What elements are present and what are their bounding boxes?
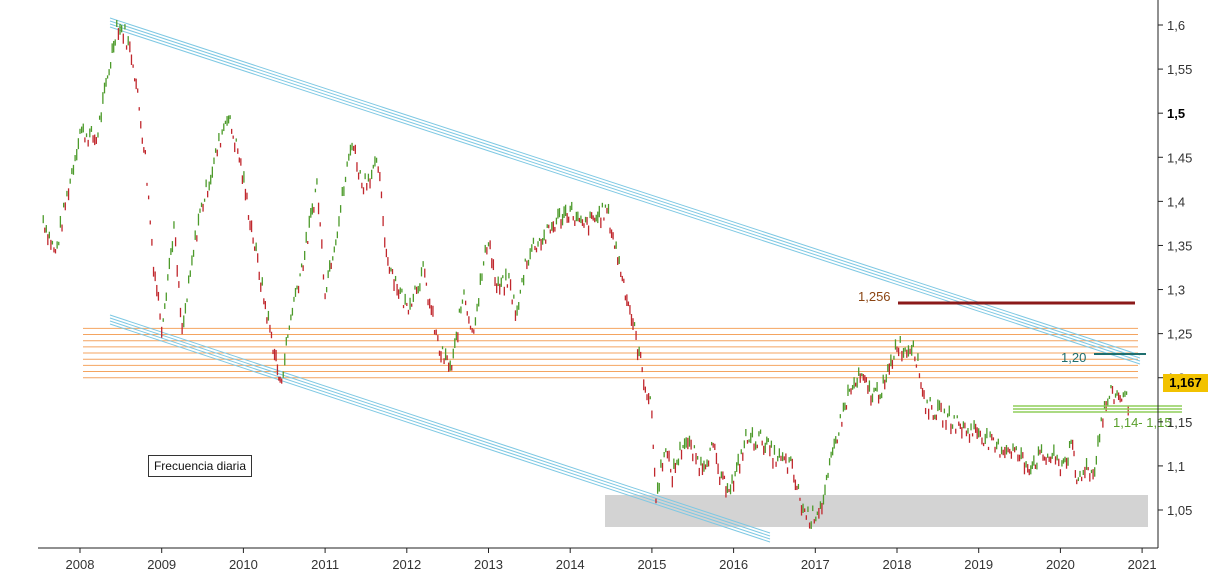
channel-lower-line <box>109 323 771 543</box>
x-tick-label: 2014 <box>556 557 585 572</box>
x-tick-label: 2021 <box>1128 557 1157 572</box>
y-tick-label: 1,3 <box>1167 283 1185 298</box>
x-tick-label: 2015 <box>637 557 666 572</box>
y-tick-label: 1,55 <box>1167 62 1192 77</box>
channel-lower-line <box>109 314 771 534</box>
x-tick-label: 2017 <box>801 557 830 572</box>
support-lines-green <box>1013 405 1182 413</box>
x-tick-label: 2009 <box>147 557 176 572</box>
x-tick-label: 2013 <box>474 557 503 572</box>
x-axis-ticks: 2008 2009 2010 2011 2012 2013 2014 2015 2016 2017… <box>66 548 1157 572</box>
channel-upper-line <box>109 20 1141 359</box>
price-series <box>42 20 1129 529</box>
horizontal-band-lines <box>83 327 1138 379</box>
x-tick-label: 2020 <box>1046 557 1075 572</box>
annotation-support: 1,14- 1,15 <box>1113 415 1172 430</box>
y-tick-label: 1,1 <box>1167 459 1185 474</box>
channel-lower-line <box>109 320 771 540</box>
x-tick-label: 2010 <box>229 557 258 572</box>
x-tick-label: 2012 <box>392 557 421 572</box>
x-tick-label: 2008 <box>66 557 95 572</box>
x-tick-label: 2019 <box>964 557 993 572</box>
annotation-1256: 1,256 <box>858 289 891 304</box>
channel-upper-line <box>109 23 1141 362</box>
channel-lines <box>109 17 1141 543</box>
y-tick-label: 1,25 <box>1167 327 1192 342</box>
channel-upper-line <box>109 26 1141 365</box>
y-tick-label: 1,05 <box>1167 503 1192 518</box>
annotation-120: 1,20 <box>1061 350 1086 365</box>
x-tick-label: 2018 <box>883 557 912 572</box>
y-tick-label: 1,45 <box>1167 150 1192 165</box>
channel-upper-line <box>109 17 1141 356</box>
y-tick-label: 1,6 <box>1167 18 1185 33</box>
current-price-badge: 1,167 <box>1163 374 1208 392</box>
y-axis-ticks: 1,051,11,151,21,251,31,351,41,451,51,551… <box>1158 18 1192 518</box>
x-tick-label: 2011 <box>311 557 339 572</box>
channel-lower-line <box>109 317 771 537</box>
y-tick-label: 1,4 <box>1167 194 1185 209</box>
y-tick-label: 1,15 <box>1167 415 1192 430</box>
y-tick-label: 1,5 <box>1167 106 1185 121</box>
x-tick-label: 2016 <box>719 557 748 572</box>
y-tick-label: 1,35 <box>1167 238 1192 253</box>
frequency-label: Frecuencia diaria <box>148 455 252 477</box>
